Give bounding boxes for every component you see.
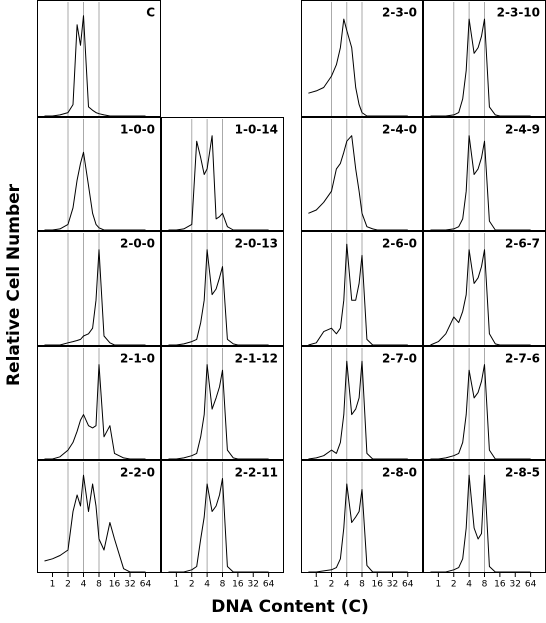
x-tick-label: 2	[329, 580, 335, 590]
x-tick-label: 4	[81, 580, 87, 590]
histogram-line	[430, 249, 531, 346]
panel-frame	[37, 460, 161, 573]
x-tick-label: 32	[124, 580, 135, 590]
x-tick-label: 8	[359, 580, 365, 590]
panel-frame	[301, 0, 423, 117]
histogram-line	[308, 243, 408, 346]
panel-frame	[161, 117, 284, 231]
panel-title: 2-1-12	[235, 352, 278, 366]
x-tick-label: 2	[451, 580, 457, 590]
panel-frame	[161, 460, 284, 573]
histogram-line	[44, 364, 146, 460]
x-tick-label: 64	[402, 580, 414, 590]
x-axis-title: DNA Content (C)	[211, 597, 369, 617]
panel-frame	[37, 346, 161, 460]
panel-title: 2-4-9	[505, 123, 540, 137]
panel-frame	[37, 117, 161, 231]
panel-title: C	[146, 6, 155, 20]
panel-frame	[301, 460, 423, 573]
histogram-line	[168, 364, 269, 460]
panel-title: 2-7-6	[505, 352, 540, 366]
x-tick-label: 8	[482, 580, 488, 590]
histogram-line	[430, 364, 531, 460]
histogram-line	[308, 135, 408, 231]
histogram-line	[44, 151, 146, 231]
panel-title: 2-0-13	[235, 237, 278, 251]
panel-title: 2-4-0	[382, 123, 417, 137]
x-tick-label: 1	[313, 580, 319, 590]
histogram-line	[308, 18, 408, 117]
panel-title: 2-1-0	[120, 352, 155, 366]
x-tick-label: 4	[204, 580, 210, 590]
x-tick-label: 16	[494, 580, 506, 590]
x-tick-label: 8	[96, 580, 102, 590]
histogram-line	[308, 483, 408, 573]
panel-title: 2-0-0	[120, 237, 155, 251]
panel-title: 2-6-0	[382, 237, 417, 251]
panel-title: 2-8-0	[382, 466, 417, 480]
panel-frame	[301, 346, 423, 460]
x-tick-label: 4	[344, 580, 350, 590]
x-tick-label: 4	[466, 580, 472, 590]
histogram-line	[168, 249, 269, 346]
x-tick-label: 32	[387, 580, 398, 590]
x-tick-label: 32	[248, 580, 259, 590]
x-tick-label: 16	[372, 580, 384, 590]
panel-title: 2-8-5	[505, 466, 540, 480]
x-tick-label: 1	[436, 580, 442, 590]
x-tick-label: 64	[140, 580, 152, 590]
panel-title: 2-3-0	[382, 6, 417, 20]
histogram-line	[44, 249, 146, 346]
x-tick-label: 16	[232, 580, 244, 590]
x-tick-label: 16	[109, 580, 121, 590]
x-tick-label: 8	[220, 580, 226, 590]
x-tick-label: 1	[50, 580, 56, 590]
panel-frame	[37, 0, 161, 117]
x-tick-label: 64	[525, 580, 537, 590]
panel-title: 2-3-10	[497, 6, 540, 20]
y-axis-title: Relative Cell Number	[4, 183, 24, 386]
histogram-line	[168, 135, 269, 231]
panel-title: 2-2-11	[235, 466, 278, 480]
panel-title: 2-7-0	[382, 352, 417, 366]
x-tick-label: 1	[174, 580, 180, 590]
panel-frame	[161, 346, 284, 460]
x-tick-label: 64	[263, 580, 275, 590]
histogram-line	[168, 478, 269, 573]
histogram-line	[430, 18, 531, 117]
panel-title: 2-6-7	[505, 237, 540, 251]
panel-frame	[161, 231, 284, 346]
x-tick-label: 32	[510, 580, 521, 590]
panel-title: 1-0-14	[235, 123, 278, 137]
histogram-line	[44, 474, 146, 573]
histogram-line	[308, 360, 408, 460]
panel-frame	[301, 231, 423, 346]
histogram-line	[44, 15, 146, 117]
histogram-line	[430, 135, 531, 231]
panel-title: 2-2-0	[120, 466, 155, 480]
panel-frame	[37, 231, 161, 346]
panel-frame	[301, 117, 423, 231]
x-tick-label: 2	[65, 580, 71, 590]
x-tick-label: 2	[189, 580, 195, 590]
histogram-line	[430, 474, 531, 573]
panel-title: 1-0-0	[120, 123, 155, 137]
